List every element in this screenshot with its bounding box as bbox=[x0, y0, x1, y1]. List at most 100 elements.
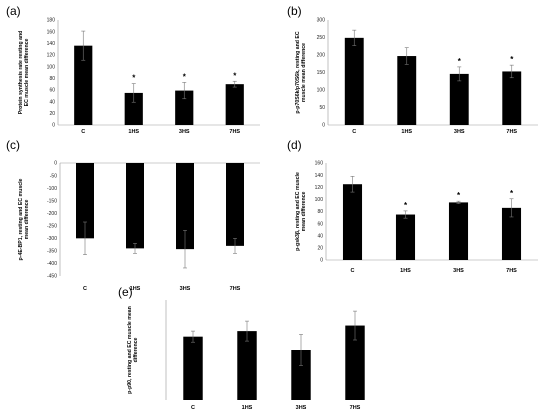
y-tick-label-a: 100 bbox=[47, 64, 56, 70]
significance-b-7HS: * bbox=[510, 55, 514, 64]
y-tick-label-d: 160 bbox=[315, 161, 324, 167]
x-tick-label-e: C bbox=[191, 405, 195, 411]
y-axis-label-c: mean difference bbox=[24, 199, 30, 239]
bar-d-1HS bbox=[395, 214, 416, 260]
panel-letter-a: (a) bbox=[6, 4, 21, 18]
y-axis-label-b: muscle mean difference bbox=[301, 43, 307, 102]
x-tick-label-e: 1HS bbox=[242, 405, 253, 411]
bar-c-C bbox=[76, 163, 94, 239]
x-tick-label-d: 3HS bbox=[453, 268, 464, 274]
x-tick-label-e: 7HS bbox=[350, 405, 361, 411]
y-tick-label-b: 300 bbox=[317, 18, 326, 24]
x-tick-label-e: 3HS bbox=[296, 405, 307, 411]
y-axis-label-e: difference bbox=[133, 337, 139, 362]
y-tick-label-d: 120 bbox=[315, 185, 324, 191]
x-tick-label-a: 1HS bbox=[128, 129, 139, 135]
x-tick-label-d: 7HS bbox=[506, 268, 517, 274]
y-axis-label-c: p-4E-BP1, resting and EC muscle bbox=[18, 178, 24, 260]
y-axis-label-d: mean difference bbox=[301, 191, 307, 231]
y-tick-label-a: 80 bbox=[49, 76, 55, 82]
significance-a-7HS: * bbox=[233, 71, 237, 80]
significance-a-3HS: * bbox=[183, 72, 187, 81]
bar-a-C bbox=[74, 45, 93, 125]
y-tick-label-d: 0 bbox=[320, 258, 323, 264]
y-tick-label-c: -300 bbox=[47, 236, 57, 242]
bar-e-C bbox=[183, 336, 203, 400]
y-tick-label-a: 60 bbox=[49, 88, 55, 94]
y-tick-label-b: 50 bbox=[319, 105, 325, 111]
bar-e-7HS bbox=[345, 325, 365, 400]
y-tick-label-a: 120 bbox=[47, 53, 56, 59]
y-tick-label-a: 40 bbox=[49, 99, 55, 105]
significance-d-3HS: * bbox=[457, 191, 461, 200]
x-tick-label-a: 7HS bbox=[229, 129, 240, 135]
panel-letter-c: (c) bbox=[6, 138, 20, 152]
y-axis-label-b: p-p70S6k/p70S6k, resting and EC bbox=[295, 31, 301, 113]
y-tick-label-b: 250 bbox=[317, 35, 326, 41]
chart-c-group: 0 -50 -100 -150 -200 -250 -300 -350 -400 -450 C 1HS… bbox=[18, 161, 260, 292]
x-tick-label-a: 3HS bbox=[179, 129, 190, 135]
chart-b-group: 0 50 100 150 200 250 300 C 1HS * 3HS * 7HS p-p70S6k/p… bbox=[295, 18, 538, 135]
x-tick-label-a: C bbox=[81, 129, 85, 135]
chart-e-group: C 1HS 3HS 7HS p-p90, resting and EC muscle m… bbox=[127, 300, 365, 411]
bar-b-C bbox=[344, 37, 364, 125]
x-tick-label-c: 1HS bbox=[130, 286, 141, 292]
y-axis-label-a: Protein synthesis rate resting and bbox=[18, 31, 24, 115]
y-tick-label-a: 20 bbox=[49, 111, 55, 117]
y-tick-label-a: 160 bbox=[47, 29, 56, 35]
y-tick-label-c: -50 bbox=[50, 173, 57, 179]
bar-a-3HS bbox=[175, 90, 194, 125]
y-tick-label-c: -100 bbox=[47, 186, 57, 192]
panel-letter-d: (d) bbox=[287, 138, 302, 152]
y-axis-label-a: EC muscle mean difference bbox=[24, 39, 30, 107]
bar-c-7HS bbox=[226, 163, 244, 246]
y-tick-label-a: 0 bbox=[52, 123, 55, 129]
bar-d-3HS bbox=[448, 202, 469, 260]
y-tick-label-d: 100 bbox=[315, 197, 324, 203]
y-tick-label-c: -250 bbox=[47, 223, 57, 229]
bar-c-3HS bbox=[176, 163, 194, 250]
bar-c-1HS bbox=[126, 163, 144, 249]
y-tick-label-c: -350 bbox=[47, 249, 57, 255]
y-tick-label-c: -450 bbox=[47, 274, 57, 280]
significance-b-3HS: * bbox=[458, 57, 462, 66]
y-axis-label-d: p-gsk3β, resting and EC muscle bbox=[295, 172, 301, 251]
y-tick-label-b: 100 bbox=[317, 88, 326, 94]
x-tick-label-c: 7HS bbox=[230, 286, 241, 292]
y-tick-label-d: 40 bbox=[317, 233, 323, 239]
x-tick-label-d: 1HS bbox=[400, 268, 411, 274]
y-tick-label-c: -150 bbox=[47, 198, 57, 204]
y-tick-label-c: -200 bbox=[47, 211, 57, 217]
y-tick-label-c: -400 bbox=[47, 261, 57, 267]
y-tick-label-c: 0 bbox=[54, 161, 57, 167]
y-axis-label-e: p-p90, resting and EC muscle mean bbox=[127, 306, 133, 394]
significance-d-1HS: * bbox=[404, 201, 408, 210]
bar-a-7HS bbox=[225, 84, 244, 125]
bar-b-3HS bbox=[449, 73, 469, 125]
significance-d-7HS: * bbox=[510, 189, 514, 198]
bar-e-3HS bbox=[291, 350, 311, 400]
panel-letter-e: (e) bbox=[118, 285, 133, 299]
x-tick-label-c: C bbox=[83, 286, 87, 292]
y-tick-label-d: 60 bbox=[317, 221, 323, 227]
x-tick-label-c: 3HS bbox=[180, 286, 191, 292]
x-tick-label-b: C bbox=[352, 129, 356, 135]
x-tick-label-b: 3HS bbox=[454, 129, 465, 135]
y-tick-label-b: 150 bbox=[317, 70, 326, 76]
chart-d-group: 0 20 40 60 80 100 120 140 160 C * 1HS * 3HS * 7HS p-gsk3… bbox=[295, 161, 538, 274]
x-tick-label-b: 1HS bbox=[401, 129, 412, 135]
bar-d-7HS bbox=[501, 207, 522, 260]
bar-d-C bbox=[342, 184, 363, 260]
chart-a-group: 0 20 40 60 80 100 120 140 160 180 C * 1HS * 3HS * 7HS Pro… bbox=[18, 18, 260, 135]
x-tick-label-b: 7HS bbox=[506, 129, 517, 135]
y-tick-label-d: 20 bbox=[317, 246, 323, 252]
bar-e-1HS bbox=[237, 331, 257, 400]
bar-a-1HS bbox=[124, 92, 143, 125]
y-tick-label-d: 140 bbox=[315, 173, 324, 179]
y-tick-label-a: 180 bbox=[47, 18, 56, 24]
significance-a-1HS: * bbox=[132, 74, 136, 83]
panel-letter-b: (b) bbox=[287, 4, 302, 18]
y-tick-label-b: 0 bbox=[322, 123, 325, 129]
y-tick-label-d: 80 bbox=[317, 209, 323, 215]
